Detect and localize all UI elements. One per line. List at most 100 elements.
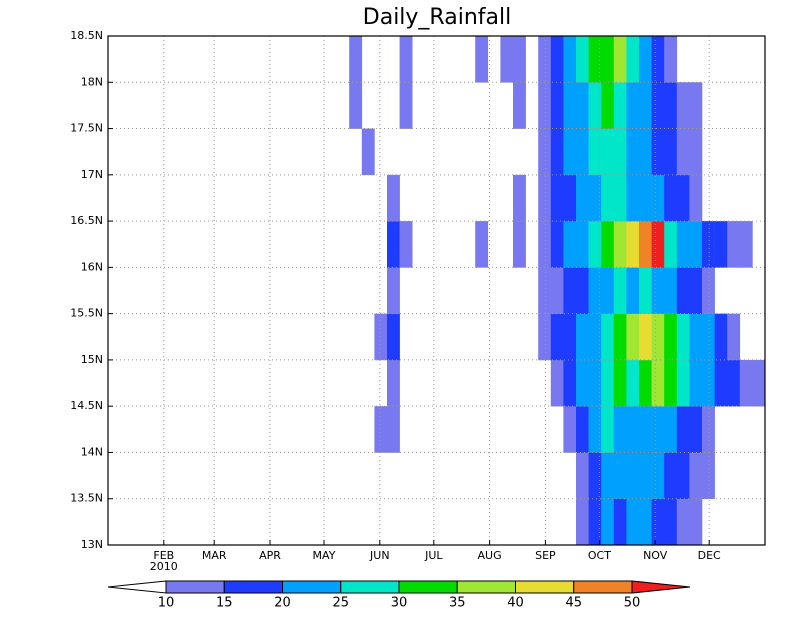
heat-cell [651, 359, 665, 407]
heat-cell [651, 128, 665, 176]
heat-cell [676, 359, 690, 407]
heat-cell [689, 406, 703, 453]
heat-cell [601, 128, 615, 176]
heat-cell [538, 82, 552, 129]
x-tick-label: OCT [588, 549, 611, 562]
heat-cell [689, 452, 703, 500]
colorbar-segment [515, 580, 575, 594]
x-year-label: 2010 [150, 560, 178, 573]
y-tick-label: 13.5N [70, 492, 103, 505]
heat-cell [613, 36, 627, 83]
heat-cell [613, 313, 627, 361]
x-tick-label: NOV [643, 549, 668, 562]
heatmap-cells [349, 36, 766, 546]
heat-cell [576, 452, 589, 500]
heat-cell [676, 406, 690, 453]
heat-cell [513, 82, 526, 129]
heat-cell [613, 498, 627, 546]
colorbar-segment [398, 580, 458, 594]
heat-cell [538, 267, 552, 314]
heat-cell [399, 36, 413, 83]
heat-cell [639, 36, 652, 83]
colorbar-label: 20 [274, 596, 291, 611]
heat-cell [513, 36, 526, 83]
heat-cell [361, 128, 375, 176]
heat-cell [538, 221, 552, 268]
heat-cell [626, 359, 640, 407]
heat-cell [651, 452, 665, 500]
heat-cell [664, 36, 678, 83]
heat-cell [676, 452, 690, 500]
heat-cell [689, 221, 703, 268]
heat-cell [576, 128, 589, 176]
y-tick-label: 14N [81, 445, 103, 458]
heat-cell [626, 36, 640, 83]
heat-cell [639, 82, 652, 129]
heat-cell [601, 359, 615, 407]
heat-cell [576, 267, 589, 314]
heat-cell [399, 82, 413, 129]
y-tick-label: 14.5N [70, 399, 103, 412]
heat-cell [651, 406, 665, 453]
heat-cell [626, 406, 640, 453]
heat-cell [689, 82, 703, 129]
heat-cell [626, 174, 640, 222]
y-tick-label: 13N [81, 538, 103, 551]
heat-cell [563, 313, 577, 361]
heat-cell [626, 313, 640, 361]
heat-cell [387, 313, 400, 361]
y-tick-label: 17.5N [70, 122, 103, 135]
x-tick-label: MAR [202, 549, 227, 562]
heat-cell [613, 359, 627, 407]
heat-cell [676, 221, 690, 268]
heat-cell [689, 128, 703, 176]
heat-cell [538, 313, 552, 361]
heat-cell [676, 82, 690, 129]
heat-cell [601, 452, 615, 500]
heat-cell [601, 267, 615, 314]
heat-cell [576, 406, 589, 453]
heat-cell [702, 406, 715, 453]
heat-cell [639, 313, 652, 361]
heat-cell [702, 359, 715, 407]
y-tick-label: 18N [81, 75, 103, 88]
heat-cell [639, 498, 652, 546]
heat-cell [563, 221, 577, 268]
axes: 13N 13.5N 14N 14.5N 15N 15.5N 16N 16.5N 17N 17.5N… [70, 29, 766, 573]
heat-cell [651, 498, 665, 546]
colorbar-label: 40 [507, 596, 524, 611]
heat-cell [563, 406, 577, 453]
colorbar-label: 50 [624, 596, 641, 611]
heat-cell [676, 128, 690, 176]
heat-cell [538, 36, 552, 83]
heat-cell [576, 174, 589, 222]
colorbar-segment [456, 580, 516, 594]
colorbar-label: 45 [565, 596, 582, 611]
heat-cell [588, 406, 602, 453]
heat-cell [613, 406, 627, 453]
heat-cell [588, 313, 602, 361]
y-tick-label: 16.5N [70, 214, 103, 227]
heat-cell [588, 82, 602, 129]
heat-cell [714, 359, 728, 407]
heat-cell [676, 313, 690, 361]
heat-cell [601, 406, 615, 453]
heat-cell [714, 221, 728, 268]
colorbar-label: 25 [332, 596, 349, 611]
heat-cell [550, 82, 564, 129]
x-tick-label: FEB [153, 549, 174, 562]
heat-cell [651, 221, 665, 268]
heat-cell [538, 128, 552, 176]
y-tick-label: 17N [81, 168, 103, 181]
heat-cell [563, 82, 577, 129]
heat-cell [651, 267, 665, 314]
heat-cell [664, 128, 678, 176]
heat-cell [387, 267, 400, 314]
heat-cell [538, 174, 552, 222]
heat-cell [563, 359, 577, 407]
colorbar-segment [282, 580, 342, 594]
y-tick-label: 15N [81, 353, 103, 366]
heat-cell [689, 498, 703, 546]
heat-cell [664, 359, 678, 407]
